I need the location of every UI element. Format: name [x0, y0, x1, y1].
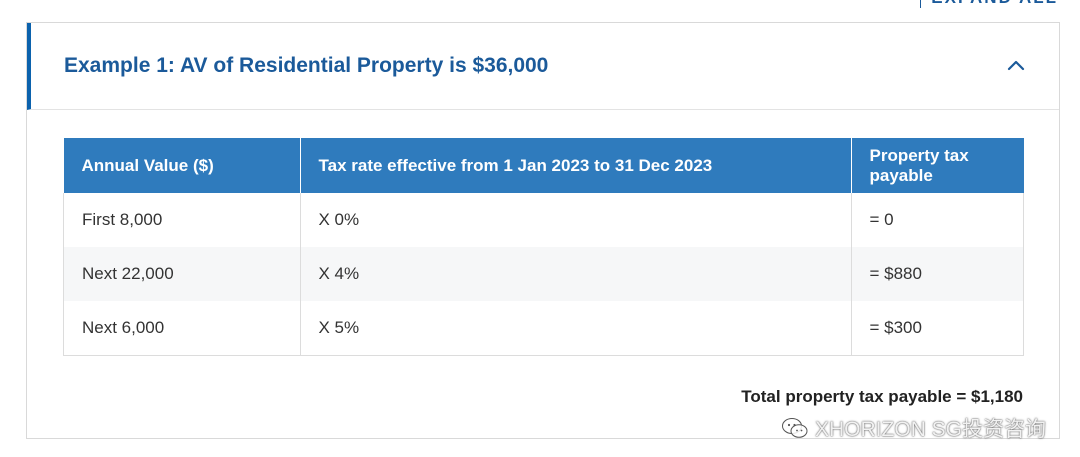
accordion-title: Example 1: AV of Residential Property is…	[64, 54, 549, 77]
cell-annual-value: Next 22,000	[63, 247, 301, 301]
cell-tax-payable: = $300	[850, 301, 1024, 356]
chevron-up-icon[interactable]	[1007, 57, 1025, 75]
total-tax-payable: Total property tax payable = $1,180	[741, 387, 1023, 406]
cell-tax-rate: X 4%	[299, 247, 852, 301]
cell-tax-rate: X 5%	[299, 301, 852, 356]
accordion-body: Annual Value ($) Tax rate effective from…	[27, 110, 1059, 406]
accordion-header[interactable]: Example 1: AV of Residential Property is…	[27, 23, 1059, 110]
table-row: First 8,000 X 0% = 0	[63, 193, 1024, 247]
expand-all-label: EXPAND ALL	[931, 0, 1058, 8]
cell-annual-value: Next 6,000	[63, 301, 301, 356]
accordion-panel: Example 1: AV of Residential Property is…	[26, 22, 1060, 439]
divider	[920, 0, 922, 8]
cell-annual-value: First 8,000	[63, 193, 301, 247]
tax-table: Annual Value ($) Tax rate effective from…	[63, 138, 1024, 356]
column-header-annual-value: Annual Value ($)	[63, 138, 301, 193]
cell-tax-payable: = 0	[850, 193, 1024, 247]
column-header-tax-rate: Tax rate effective from 1 Jan 2023 to 31…	[300, 138, 852, 193]
cell-tax-payable: = $880	[850, 247, 1024, 301]
table-row: Next 6,000 X 5% = $300	[63, 301, 1024, 356]
cell-tax-rate: X 0%	[299, 193, 852, 247]
table-row: Next 22,000 X 4% = $880	[63, 247, 1024, 301]
expand-all-button[interactable]: EXPAND ALL	[920, 0, 1058, 8]
table-header-row: Annual Value ($) Tax rate effective from…	[63, 138, 1024, 193]
column-header-tax-payable: Property tax payable	[851, 138, 1024, 193]
